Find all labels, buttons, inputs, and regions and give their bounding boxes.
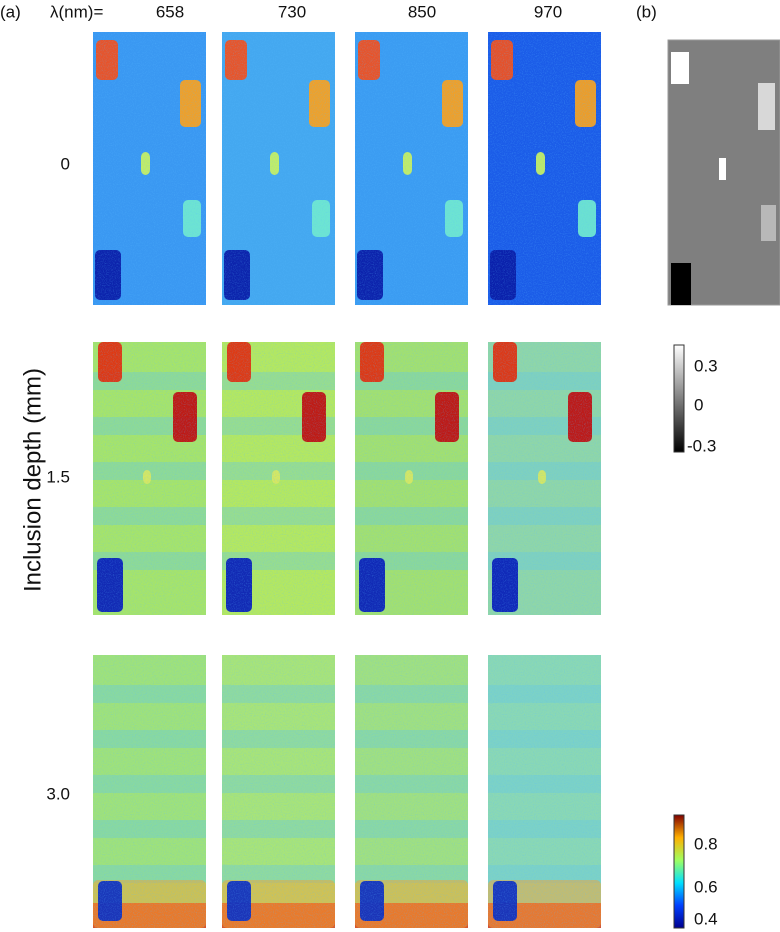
noise bbox=[488, 342, 601, 615]
image-panel bbox=[355, 32, 468, 305]
colorbar bbox=[673, 344, 685, 453]
noise bbox=[355, 32, 468, 305]
noise bbox=[222, 655, 335, 928]
noise bbox=[355, 655, 468, 928]
noise bbox=[355, 342, 468, 615]
noise bbox=[222, 342, 335, 615]
wavelength: 850 bbox=[408, 2, 436, 21]
inclusion bbox=[671, 263, 691, 305]
image-panel bbox=[355, 342, 468, 615]
image-panel bbox=[488, 32, 601, 305]
colorbar-tick: 0.3 bbox=[694, 356, 718, 375]
image-panel bbox=[93, 32, 206, 305]
image-panel bbox=[222, 655, 335, 928]
noise bbox=[488, 32, 601, 305]
colorbar-tick: 0 bbox=[694, 395, 703, 414]
colorbar-tick: 0.6 bbox=[694, 877, 718, 896]
inclusion bbox=[758, 83, 775, 130]
noise bbox=[93, 655, 206, 928]
noise bbox=[93, 342, 206, 615]
y-axis-label: Inclusion depth (mm) bbox=[19, 368, 46, 592]
inclusion bbox=[761, 205, 776, 241]
image-panel bbox=[488, 342, 601, 615]
inclusion bbox=[719, 158, 726, 180]
noise bbox=[488, 655, 601, 928]
image-panel bbox=[93, 342, 206, 615]
inclusion bbox=[671, 52, 689, 84]
depth-label: 3.0 bbox=[46, 784, 70, 803]
noise bbox=[93, 32, 206, 305]
image-panel bbox=[222, 342, 335, 615]
noise bbox=[222, 32, 335, 305]
image-panel bbox=[93, 655, 206, 928]
phantom-map bbox=[667, 39, 780, 306]
wavelength: 730 bbox=[278, 2, 306, 21]
panel-label: (a) bbox=[0, 2, 21, 21]
wavelength: 658 bbox=[156, 2, 184, 21]
wavelength-label: λ(nm)= bbox=[50, 2, 103, 21]
image-panel bbox=[488, 655, 601, 928]
colorbar-tick: 0.8 bbox=[694, 834, 718, 853]
image-panel bbox=[355, 655, 468, 928]
colorbar-tick: 0.4 bbox=[694, 909, 718, 928]
wavelength: 970 bbox=[534, 2, 562, 21]
depth-label: 0 bbox=[61, 154, 70, 173]
image-panel bbox=[222, 32, 335, 305]
depth-label: 1.5 bbox=[46, 467, 70, 486]
panel-label: (b) bbox=[636, 2, 657, 21]
colorbar-tick: -0.3 bbox=[687, 436, 716, 455]
colorbar bbox=[673, 814, 685, 929]
